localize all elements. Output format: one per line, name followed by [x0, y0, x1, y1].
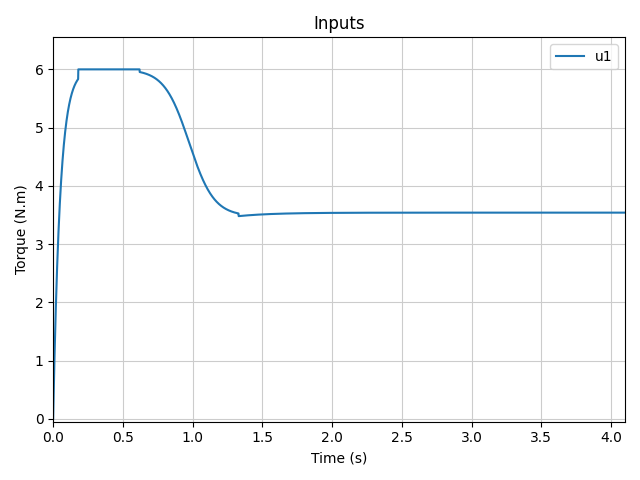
Y-axis label: Torque (N.m): Torque (N.m) — [15, 185, 29, 275]
X-axis label: Time (s): Time (s) — [311, 451, 367, 465]
Line: u1: u1 — [53, 70, 625, 419]
Legend: u1: u1 — [550, 44, 618, 70]
u1 — [294, 210, 301, 216]
u1 — [49, 416, 57, 422]
u1 — [548, 210, 556, 216]
Title: Inputs: Inputs — [313, 15, 365, 33]
u1 — [621, 210, 629, 216]
u1 — [610, 210, 618, 216]
u1 — [148, 74, 156, 80]
u1 — [269, 211, 276, 217]
u1 — [74, 67, 82, 72]
u1 — [115, 67, 122, 72]
